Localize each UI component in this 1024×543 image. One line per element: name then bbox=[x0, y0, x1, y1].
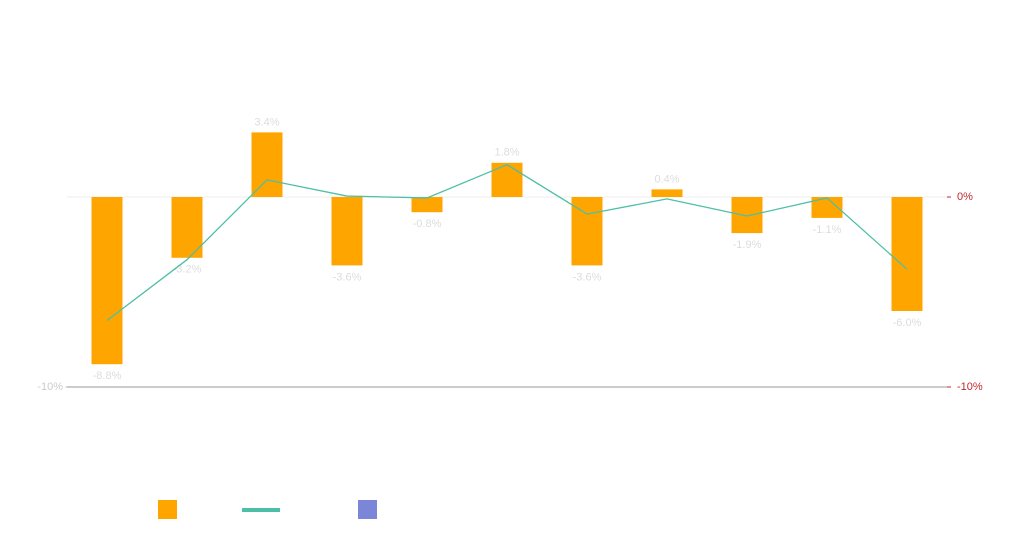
bar bbox=[251, 132, 283, 197]
bar bbox=[411, 197, 443, 213]
data-label: -3.2% bbox=[173, 264, 202, 276]
data-label: 0.4% bbox=[654, 173, 679, 185]
bar bbox=[331, 197, 363, 266]
bar bbox=[811, 197, 843, 218]
bar bbox=[651, 189, 683, 197]
bar bbox=[91, 197, 123, 365]
bar bbox=[891, 197, 923, 311]
legend-swatch bbox=[358, 500, 377, 519]
y-tick-label: -10% bbox=[37, 381, 63, 393]
data-label: -1.1% bbox=[813, 224, 842, 236]
y2-tick-label: -10% bbox=[957, 381, 983, 393]
data-label: -8.8% bbox=[93, 370, 122, 382]
data-label: 1.8% bbox=[494, 147, 519, 159]
bar bbox=[491, 162, 523, 197]
y2-tick-label: 0% bbox=[957, 191, 973, 203]
data-label: -0.8% bbox=[413, 218, 442, 230]
data-label: -3.6% bbox=[573, 271, 602, 283]
data-label: -1.9% bbox=[733, 239, 762, 251]
bar bbox=[171, 197, 203, 258]
legend-swatch bbox=[158, 500, 177, 519]
line bbox=[106, 163, 908, 322]
bar bbox=[731, 197, 763, 234]
data-label: -6.0% bbox=[893, 317, 922, 329]
legend-swatch bbox=[242, 508, 280, 512]
data-label: 3.4% bbox=[254, 116, 279, 128]
data-label: -3.6% bbox=[333, 271, 362, 283]
